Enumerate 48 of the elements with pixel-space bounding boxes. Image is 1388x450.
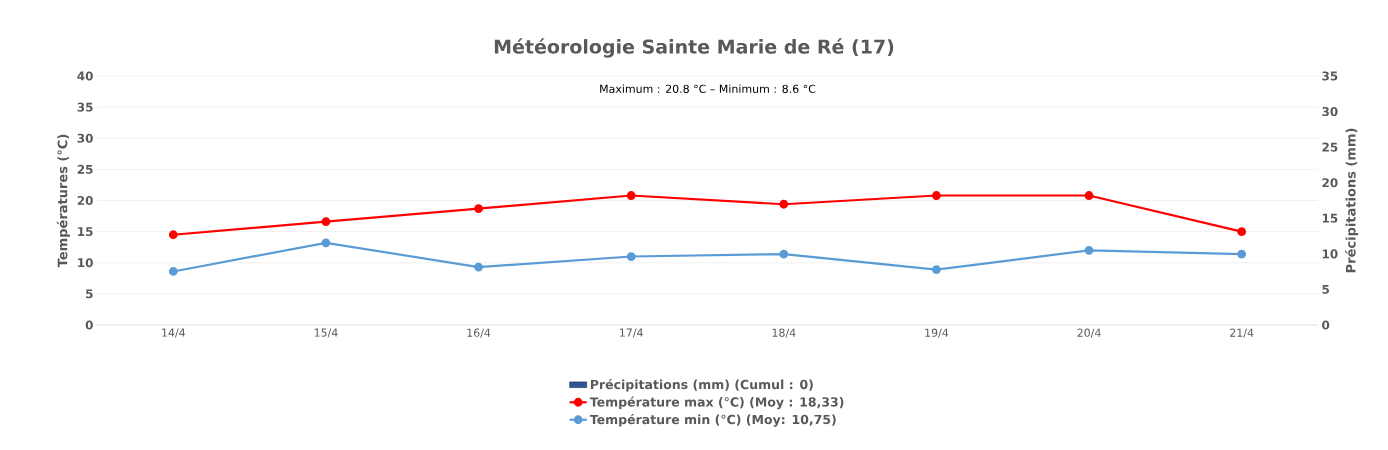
annotation: Maximum : 20.8 °C – Minimum : 8.6 °C xyxy=(600,84,816,94)
point xyxy=(168,267,178,276)
legend-label: Température min (°C) (Moy: 10,75) xyxy=(589,414,836,427)
y-tick-label: 10 xyxy=(78,258,93,268)
y2-tick-label: 15 xyxy=(1322,213,1338,223)
x-tick-label: 21/4 xyxy=(1230,328,1254,338)
y-tick-label: 15 xyxy=(78,227,93,237)
point xyxy=(779,249,789,259)
y-axis-title: Températures (°C) xyxy=(56,134,70,268)
point xyxy=(321,217,331,227)
point xyxy=(474,204,483,213)
y2-tick-label: 5 xyxy=(1322,284,1330,294)
chart-title: Météorologie Sainte Marie de Ré (17) xyxy=(494,38,894,58)
y2-tick-label: 25 xyxy=(1322,142,1338,152)
y-tick-label: 5 xyxy=(86,289,93,299)
x-tick-label: 19/4 xyxy=(925,328,949,338)
point xyxy=(932,265,941,274)
x-tick-label: 20/4 xyxy=(1077,328,1101,338)
y-tick-label: 25 xyxy=(77,164,93,174)
y2-axis-title: Précipitations (mm) xyxy=(1345,128,1359,273)
point xyxy=(474,262,483,272)
y2-tick-label: 20 xyxy=(1322,178,1338,188)
x-tick-label: 16/4 xyxy=(467,328,491,338)
x-tick-label: 15/4 xyxy=(314,328,338,338)
point xyxy=(932,191,941,200)
y2-tick-label: 30 xyxy=(1322,107,1338,117)
y-tick-label: 35 xyxy=(77,102,93,112)
y2-tick-label: 35 xyxy=(1322,71,1338,81)
y-tick-label: 40 xyxy=(77,71,93,81)
point xyxy=(626,191,636,200)
point xyxy=(779,199,789,209)
point xyxy=(626,252,636,261)
point xyxy=(1237,249,1247,259)
point xyxy=(1084,245,1094,255)
legend-label: Précipitations (mm) (Cumul : 0) xyxy=(590,379,813,392)
y2-tick-label: 10 xyxy=(1322,249,1338,259)
point xyxy=(1237,227,1247,237)
y-tick-label: 0 xyxy=(85,320,93,330)
x-tick-label: 18/4 xyxy=(772,328,796,338)
point xyxy=(321,238,331,248)
legend-label: Température max (°C) (Moy : 18,33) xyxy=(589,396,844,410)
x-tick-label: 17/4 xyxy=(620,328,643,338)
y-tick-label: 20 xyxy=(77,195,93,206)
x-tick-label: 14/4 xyxy=(162,328,186,338)
y-tick-label: 30 xyxy=(77,133,93,143)
y2-tick-label: 0 xyxy=(1322,320,1330,330)
point xyxy=(168,230,178,240)
point xyxy=(1084,191,1094,200)
